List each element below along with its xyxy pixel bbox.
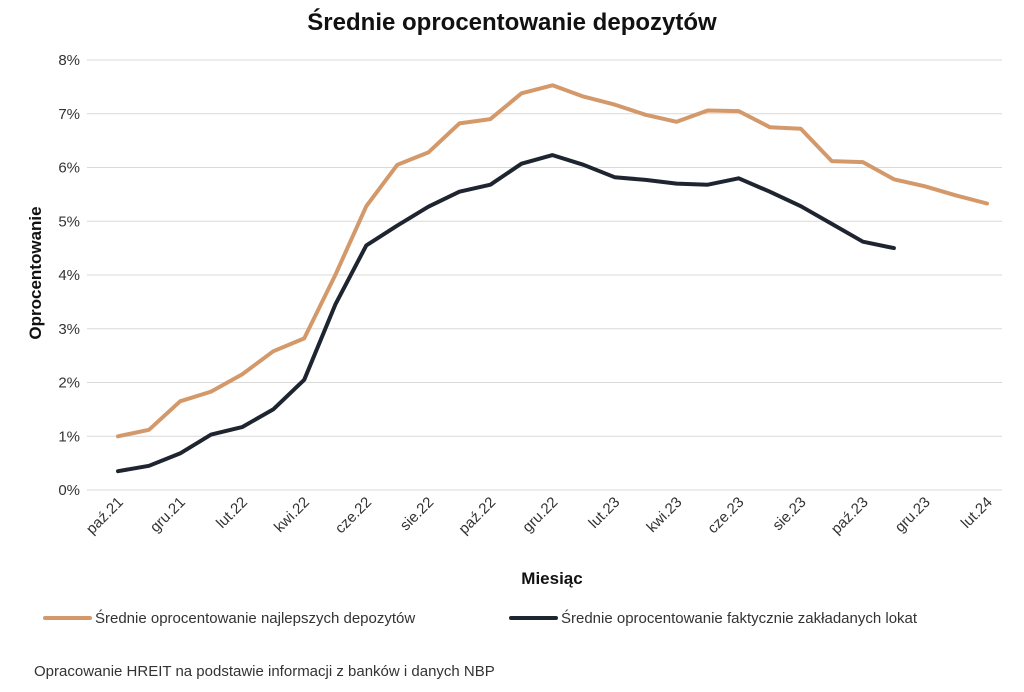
x-tick-label: cze.22: [332, 494, 375, 537]
y-tick-label: 8%: [58, 52, 80, 69]
y-axis-title: Oprocentowanie: [26, 206, 45, 339]
x-tick-label: gru.23: [892, 494, 934, 536]
legend-label-actual-deposits: Średnie oprocentowanie faktycznie zakład…: [561, 609, 918, 627]
y-tick-label: 7%: [58, 106, 80, 123]
x-tick-label: sie.23: [769, 494, 809, 534]
y-axis-ticks: 0% 1% 2% 3% 4% 5% 6% 7% 8%: [58, 52, 80, 499]
y-tick-label: 4%: [58, 267, 80, 284]
x-tick-label: gru.21: [147, 494, 189, 536]
x-tick-label: lut.23: [585, 494, 623, 532]
source-note: Opracowanie HREIT na podstawie informacj…: [34, 663, 495, 680]
gridlines: [87, 59, 1002, 491]
x-tick-label: cze.23: [704, 494, 747, 537]
x-tick-label: paź.21: [83, 494, 127, 538]
x-tick-label: paź.22: [455, 494, 499, 538]
x-tick-label: lut.24: [958, 494, 996, 532]
y-tick-label: 0%: [58, 482, 80, 499]
x-tick-label: kwi.23: [643, 494, 685, 536]
x-tick-label: kwi.22: [271, 494, 313, 536]
x-tick-label: lut.22: [213, 494, 251, 532]
y-tick-label: 6%: [58, 160, 80, 177]
x-axis-title: Miesiąc: [521, 569, 582, 588]
x-axis-ticks: paź.21 gru.21 lut.22 kwi.22 cze.22 sie.22 paź.…: [83, 494, 996, 538]
x-tick-label: paź.23: [828, 494, 872, 538]
y-tick-label: 2%: [58, 375, 80, 392]
y-tick-label: 3%: [58, 321, 80, 338]
series-line-actual-deposits: [116, 153, 896, 474]
y-tick-label: 1%: [58, 428, 80, 445]
x-tick-label: gru.22: [519, 494, 561, 536]
legend-label-best-deposits: Średnie oprocentowanie najlepszych depoz…: [95, 609, 415, 627]
y-tick-label: 5%: [58, 213, 80, 230]
legend: Średnie oprocentowanie najlepszych depoz…: [43, 609, 918, 627]
chart-title: Średnie oprocentowanie depozytów: [307, 8, 717, 36]
series-line-best-deposits: [116, 83, 989, 439]
x-tick-label: sie.22: [397, 494, 437, 534]
series-lines: [116, 83, 989, 474]
